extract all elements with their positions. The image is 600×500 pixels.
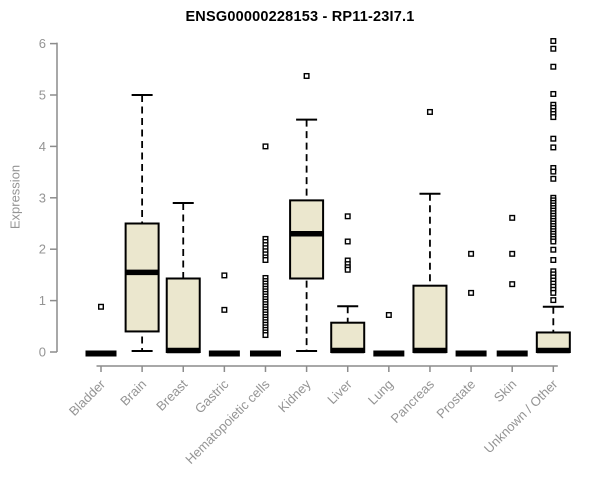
outlier-point-unknown-other: [550, 168, 557, 175]
outlier-point-unknown-other: [550, 63, 557, 70]
box-kidney: [289, 199, 325, 280]
outlier-point-gastric: [221, 272, 228, 279]
outlier-point-unknown-other: [550, 289, 557, 296]
x-tick-label-pancreas: Pancreas: [388, 376, 438, 426]
outlier-point-unknown-other: [550, 90, 557, 97]
outlier-point-skin: [509, 250, 516, 257]
x-tick-label-lung: Lung: [365, 377, 396, 408]
box-pancreas: [412, 284, 448, 353]
x-tick-label-breast: Breast: [153, 376, 190, 413]
outlier-point-unknown-other: [550, 246, 557, 253]
outlier-point-pancreas: [426, 108, 433, 115]
outlier-point-unknown-other: [550, 45, 557, 52]
y-tick-label: 0: [39, 345, 46, 360]
x-tick-label-prostate: Prostate: [433, 377, 478, 422]
outlier-point-unknown-other: [550, 144, 557, 151]
outlier-point-liver: [344, 266, 351, 273]
x-tick-label-gastric: Gastric: [192, 376, 232, 416]
collapsed-box-gastric: [208, 350, 240, 357]
outlier-point-prostate: [468, 289, 475, 296]
x-tick-label-unknown-other: Unknown / Other: [481, 376, 561, 456]
collapsed-box-bladder: [85, 350, 117, 357]
chart-title: ENSG00000228153 - RP11-23I7.1: [185, 9, 415, 25]
outlier-point-unknown-other: [550, 135, 557, 142]
outlier-point-gastric: [221, 306, 228, 313]
collapsed-box-prostate: [455, 350, 487, 357]
outlier-point-hematopoietic-cells: [262, 332, 269, 339]
outlier-point-unknown-other: [550, 38, 557, 45]
y-tick-label: 4: [39, 139, 46, 154]
outlier-point-unknown-other: [550, 256, 557, 263]
x-tick-label-brain: Brain: [117, 377, 149, 409]
outlier-point-skin: [509, 281, 516, 288]
collapsed-box-lung: [373, 350, 405, 357]
x-tick-label-liver: Liver: [324, 376, 355, 407]
x-tick-label-skin: Skin: [491, 377, 519, 405]
collapsed-box-hematopoietic-cells: [249, 350, 281, 357]
outlier-point-hematopoietic-cells: [262, 256, 269, 263]
y-tick-label: 5: [39, 88, 46, 103]
x-tick-label-bladder: Bladder: [66, 376, 109, 419]
outlier-point-liver: [344, 213, 351, 220]
y-tick-label: 1: [39, 293, 46, 308]
x-tick-label-kidney: Kidney: [275, 376, 314, 415]
outlier-point-skin: [509, 214, 516, 221]
outlier-point-unknown-other: [550, 238, 557, 245]
outlier-point-bladder: [97, 303, 104, 310]
outlier-point-unknown-other: [550, 114, 557, 121]
box-liver: [330, 321, 366, 353]
outlier-point-unknown-other: [550, 297, 557, 304]
outlier-point-unknown-other: [550, 175, 557, 182]
y-tick-label: 3: [39, 190, 46, 205]
y-tick-label: 2: [39, 242, 46, 257]
outlier-point-lung: [385, 311, 392, 318]
box-breast: [165, 277, 201, 353]
outlier-point-kidney: [303, 72, 310, 79]
outlier-point-prostate: [468, 250, 475, 257]
outlier-point-liver: [344, 238, 351, 245]
collapsed-box-skin: [496, 350, 528, 357]
y-tick-label: 6: [39, 36, 46, 51]
box-brain: [124, 222, 160, 333]
outlier-point-hematopoietic-cells: [262, 143, 269, 150]
